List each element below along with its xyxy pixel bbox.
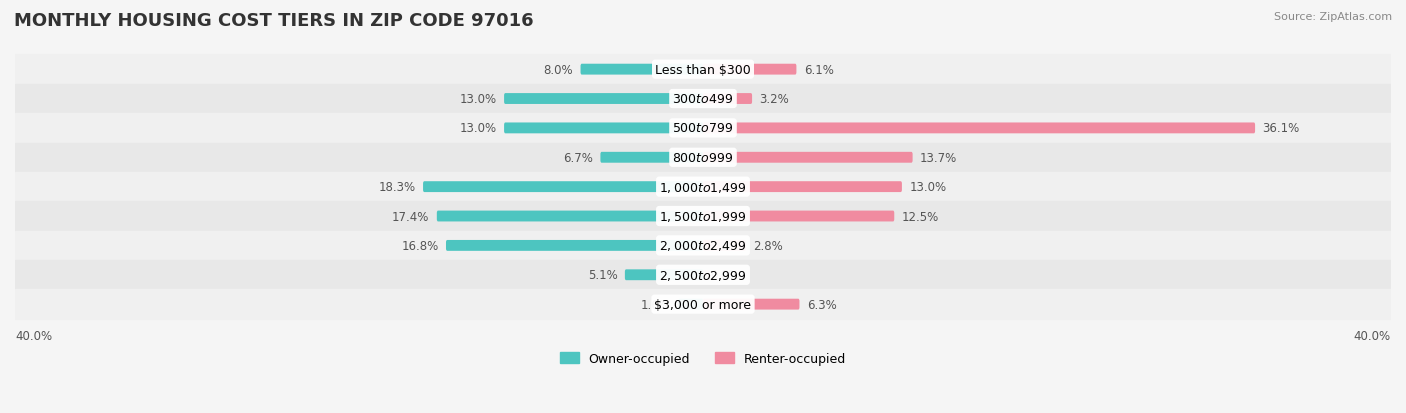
Text: 12.5%: 12.5% [901,210,939,223]
FancyBboxPatch shape [703,240,747,251]
Bar [15,85,1391,114]
Text: 2.8%: 2.8% [754,239,783,252]
FancyBboxPatch shape [703,182,901,192]
Text: $500 to $799: $500 to $799 [672,122,734,135]
Text: $800 to $999: $800 to $999 [672,152,734,164]
Text: Source: ZipAtlas.com: Source: ZipAtlas.com [1274,12,1392,22]
FancyBboxPatch shape [437,211,703,222]
Text: 0.0%: 0.0% [710,268,741,282]
Text: $2,500 to $2,999: $2,500 to $2,999 [659,268,747,282]
Bar [15,261,1391,290]
Text: $2,000 to $2,499: $2,000 to $2,499 [659,239,747,253]
Text: 6.7%: 6.7% [562,152,593,164]
Bar [15,173,1391,202]
Text: 13.0%: 13.0% [910,181,946,194]
FancyBboxPatch shape [600,152,703,163]
FancyBboxPatch shape [703,299,800,310]
FancyBboxPatch shape [678,299,703,310]
FancyBboxPatch shape [505,123,703,134]
FancyBboxPatch shape [423,182,703,192]
Text: 6.3%: 6.3% [807,298,837,311]
FancyBboxPatch shape [505,94,703,105]
Text: 13.7%: 13.7% [920,152,957,164]
Text: $1,000 to $1,499: $1,000 to $1,499 [659,180,747,194]
Bar [15,55,1391,85]
Text: 13.0%: 13.0% [460,122,496,135]
Text: 8.0%: 8.0% [544,64,574,76]
Text: $3,000 or more: $3,000 or more [655,298,751,311]
FancyBboxPatch shape [703,64,796,76]
Text: 13.0%: 13.0% [460,93,496,106]
Text: MONTHLY HOUSING COST TIERS IN ZIP CODE 97016: MONTHLY HOUSING COST TIERS IN ZIP CODE 9… [14,12,534,30]
Text: 16.8%: 16.8% [401,239,439,252]
FancyBboxPatch shape [703,152,912,163]
FancyBboxPatch shape [624,270,703,280]
Bar [15,231,1391,261]
Legend: Owner-occupied, Renter-occupied: Owner-occupied, Renter-occupied [555,347,851,370]
Text: 40.0%: 40.0% [15,329,52,342]
Text: $300 to $499: $300 to $499 [672,93,734,106]
Text: 18.3%: 18.3% [378,181,416,194]
FancyBboxPatch shape [581,64,703,76]
FancyBboxPatch shape [703,123,1256,134]
Text: 1.6%: 1.6% [641,298,671,311]
FancyBboxPatch shape [703,94,752,105]
Text: 40.0%: 40.0% [1354,329,1391,342]
FancyBboxPatch shape [446,240,703,251]
Text: 3.2%: 3.2% [759,93,789,106]
Bar [15,143,1391,173]
Bar [15,290,1391,319]
FancyBboxPatch shape [703,211,894,222]
Text: $1,500 to $1,999: $1,500 to $1,999 [659,209,747,223]
Text: 6.1%: 6.1% [804,64,834,76]
Text: Less than $300: Less than $300 [655,64,751,76]
Text: 36.1%: 36.1% [1263,122,1299,135]
Text: 17.4%: 17.4% [392,210,429,223]
Bar [15,202,1391,231]
Bar [15,114,1391,143]
Text: 5.1%: 5.1% [588,268,617,282]
